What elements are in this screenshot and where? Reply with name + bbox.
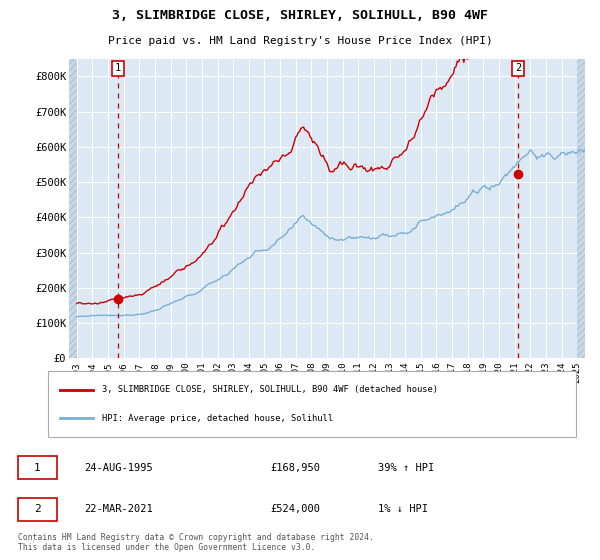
Bar — [577, 59, 585, 358]
Text: 1: 1 — [34, 463, 41, 473]
Text: £524,000: £524,000 — [270, 505, 320, 514]
Text: 3, SLIMBRIDGE CLOSE, SHIRLEY, SOLIHULL, B90 4WF (detached house): 3, SLIMBRIDGE CLOSE, SHIRLEY, SOLIHULL, … — [102, 385, 438, 394]
Text: 24-AUG-1995: 24-AUG-1995 — [84, 463, 153, 473]
Text: 39% ↑ HPI: 39% ↑ HPI — [378, 463, 434, 473]
FancyBboxPatch shape — [48, 371, 576, 437]
Text: 1: 1 — [115, 63, 121, 73]
Text: 2: 2 — [34, 505, 41, 514]
Bar — [69, 59, 77, 358]
Text: 1% ↓ HPI: 1% ↓ HPI — [378, 505, 428, 514]
Text: 2: 2 — [515, 63, 521, 73]
Text: Price paid vs. HM Land Registry's House Price Index (HPI): Price paid vs. HM Land Registry's House … — [107, 36, 493, 46]
Text: 22-MAR-2021: 22-MAR-2021 — [84, 505, 153, 514]
Text: 3, SLIMBRIDGE CLOSE, SHIRLEY, SOLIHULL, B90 4WF: 3, SLIMBRIDGE CLOSE, SHIRLEY, SOLIHULL, … — [112, 9, 488, 22]
Text: Contains HM Land Registry data © Crown copyright and database right 2024.
This d: Contains HM Land Registry data © Crown c… — [18, 533, 374, 552]
FancyBboxPatch shape — [18, 456, 57, 479]
Bar — [577, 59, 585, 358]
Text: £168,950: £168,950 — [270, 463, 320, 473]
Bar — [69, 59, 77, 358]
Text: HPI: Average price, detached house, Solihull: HPI: Average price, detached house, Soli… — [102, 414, 333, 423]
FancyBboxPatch shape — [18, 498, 57, 521]
